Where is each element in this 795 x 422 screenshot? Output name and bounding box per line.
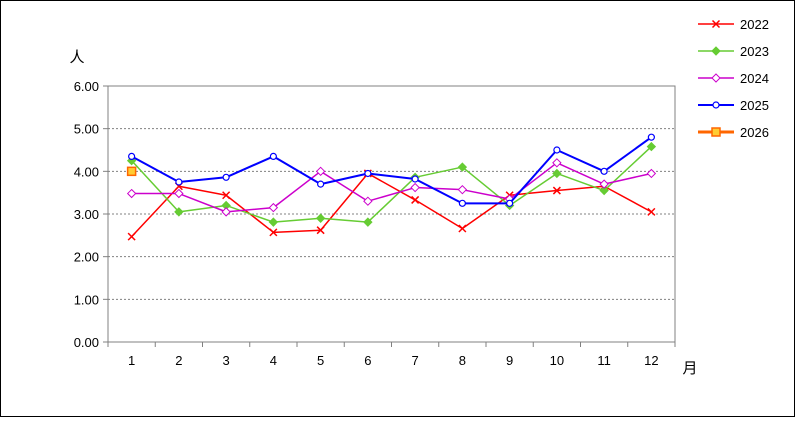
series-2024: [126, 158, 657, 217]
data-point-2024-10: [552, 158, 562, 168]
x-tick-label: 12: [644, 353, 658, 368]
series-2026: [126, 166, 137, 177]
data-point-2023-11: [599, 185, 609, 196]
y-tick-label: 5.00: [74, 122, 99, 137]
y-tick-label: 3.00: [74, 207, 99, 222]
x-axis-label: 月: [682, 360, 697, 377]
data-point-2022-4: [269, 228, 278, 237]
legend-marker: [711, 73, 721, 83]
x-tick-label: 6: [364, 353, 371, 368]
x-tick-label: 10: [550, 353, 564, 368]
data-point-2024-6: [363, 196, 373, 206]
data-point-2025-5: [317, 180, 325, 188]
legend-marker: [711, 127, 721, 137]
data-point-2022-10: [552, 186, 561, 195]
x-tick-label: 3: [223, 353, 230, 368]
data-point-2025-1: [128, 152, 136, 160]
y-tick-label: 6.00: [74, 79, 99, 94]
data-point-2022-3: [222, 191, 231, 200]
data-point-2023-12: [646, 141, 657, 152]
legend-marker: [712, 101, 720, 109]
data-point-2026-1: [126, 166, 137, 177]
x-tick-label: 5: [317, 353, 324, 368]
legend-label: 2025: [740, 98, 769, 113]
x-tick-label: 1: [128, 353, 135, 368]
data-point-2023-8: [457, 162, 468, 172]
data-point-2025-10: [553, 146, 561, 154]
legend-label: 2022: [740, 17, 769, 32]
series-line-2025: [131, 136, 652, 205]
x-tick-label: 4: [270, 353, 277, 368]
x-tick-label: 2: [175, 353, 182, 368]
data-point-2025-11: [600, 167, 608, 175]
data-point-2022-1: [127, 232, 136, 241]
legend: 2022 2023 2024 2025 2026: [698, 17, 769, 140]
data-point-2022-5: [316, 226, 325, 235]
x-tick-label: 9: [506, 353, 513, 368]
data-point-2025-7: [411, 175, 419, 183]
legend-marker: [711, 19, 721, 29]
series: [126, 133, 657, 241]
data-point-2023-4: [268, 217, 279, 227]
data-point-2025-2: [175, 178, 183, 186]
x-tick-label: 11: [597, 353, 611, 368]
data-point-2025-6: [364, 169, 372, 178]
y-tick-label: 2.00: [74, 250, 99, 265]
data-point-2025-4: [269, 152, 277, 160]
x-tick-label: 7: [412, 353, 419, 368]
data-point-2025-3: [222, 173, 230, 181]
data-point-2022-12: [647, 207, 656, 216]
data-point-2024-11: [599, 179, 609, 189]
data-point-2024-8: [457, 184, 468, 195]
series-line-2024: [131, 162, 652, 213]
legend-label: 2023: [740, 44, 769, 59]
data-point-2024-4: [268, 202, 279, 213]
legend-label: 2024: [740, 71, 769, 86]
data-point-2023-10: [552, 168, 562, 179]
y-axis-label: 人: [69, 49, 84, 66]
legend-item-2025: 2025: [698, 98, 769, 113]
legend-item-2024: 2024: [698, 71, 769, 86]
legend-item-2026: 2026: [698, 125, 769, 140]
data-point-2024-1: [126, 188, 137, 199]
legend-label: 2026: [740, 125, 769, 140]
data-point-2023-2: [174, 207, 184, 217]
series-2025: [128, 133, 655, 207]
data-point-2024-3: [221, 207, 231, 217]
legend-marker: [711, 46, 721, 56]
y-tick-label: 4.00: [74, 164, 99, 179]
data-point-2024-12: [646, 168, 657, 179]
data-point-2023-6: [363, 217, 373, 227]
data-point-2022-7: [411, 195, 420, 204]
grid: [108, 128, 675, 300]
data-point-2025-12: [647, 133, 655, 141]
data-point-2024-5: [315, 166, 326, 177]
data-point-2025-8: [458, 199, 466, 207]
data-point-2024-2: [174, 188, 184, 199]
data-point-2022-8: [458, 224, 467, 233]
series-line-2022: [131, 172, 652, 238]
legend-item-2023: 2023: [698, 44, 769, 59]
legend-item-2022: 2022: [698, 17, 769, 32]
y-tick-label: 0.00: [74, 335, 99, 350]
series-line-2023: [131, 146, 652, 223]
data-point-2025-9: [506, 199, 514, 207]
data-point-2024-7: [410, 182, 420, 193]
y-tick-label: 1.00: [74, 292, 99, 307]
x-tick-label: 8: [459, 353, 466, 368]
data-point-2023-5: [315, 213, 326, 223]
axes: 0.001.002.003.004.005.006.001 2 3 4 5 6 7 8 9 10 1…: [74, 79, 676, 368]
